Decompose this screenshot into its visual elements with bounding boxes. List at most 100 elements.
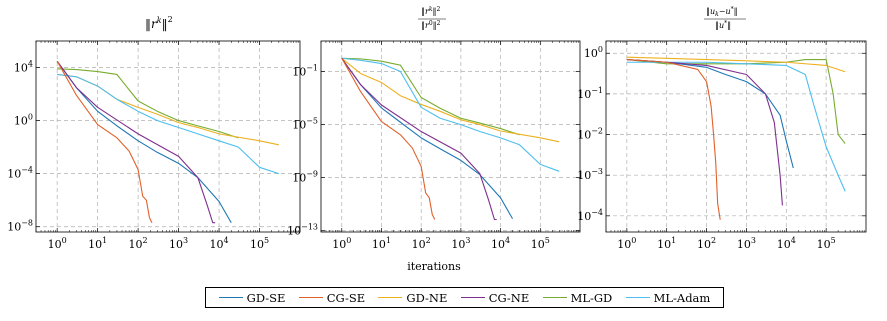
legend-swatch <box>542 297 567 298</box>
y-tick-label: 10−4 <box>7 166 33 181</box>
svg-text:‖u*‖: ‖u*‖ <box>715 20 731 30</box>
legend-swatch <box>625 297 650 298</box>
y-tick-label: 10−3 <box>577 167 603 182</box>
legend-item-ml-gd: ML-GD <box>542 290 613 305</box>
series-line-cg-ne <box>341 57 497 221</box>
legend-label: CG-NE <box>488 290 530 305</box>
title-3-den-star: * <box>724 20 727 27</box>
series-line-cg-se <box>56 60 153 223</box>
legend-swatch <box>378 297 403 298</box>
legend-item-gd-ne: GD-NE <box>378 291 447 305</box>
legend-item-ml-adam: ML-Adam <box>625 290 711 305</box>
y-tick-label: 10−5 <box>292 117 318 132</box>
x-tick-label: 104 <box>210 236 229 251</box>
title-3-num-text: u <box>710 7 715 16</box>
series-group <box>626 56 846 220</box>
svg-text:‖rk‖2: ‖rk‖2 <box>421 6 440 16</box>
title-2-num-sup: k <box>429 6 433 13</box>
series-group <box>341 57 560 221</box>
x-tick-label: 102 <box>412 236 431 251</box>
legend-item-gd-se: GD-SE <box>218 290 286 305</box>
legend-item-cg-se: CG-SE <box>298 290 366 305</box>
series-line-gd-se <box>56 60 232 224</box>
x-tick-label: 100 <box>48 236 67 251</box>
title-2-num-power: 2 <box>436 6 440 13</box>
title-3-num-sub: k <box>715 11 719 18</box>
x-tick-label: 104 <box>491 236 510 251</box>
x-tick-label: 100 <box>332 236 351 251</box>
legend-swatch <box>218 297 243 298</box>
legend-item-cg-ne: CG-NE <box>460 290 530 305</box>
legend-label: ML-GD <box>570 290 613 305</box>
y-tick-label: 10−2 <box>577 127 603 142</box>
title-1-bar-right: ‖ <box>162 17 168 31</box>
legend-label: ML-Adam <box>653 290 711 305</box>
plot-area <box>606 41 866 232</box>
panel-1-title: ‖rk‖2 <box>145 15 173 31</box>
x-axis-label: iterations <box>407 260 461 273</box>
series-line-cg-ne <box>56 60 216 224</box>
x-tick-label: 103 <box>169 236 188 251</box>
svg-text:‖rk‖2: ‖rk‖2 <box>145 15 173 31</box>
legend: GD-SE CG-SE GD-NE CG-NE ML-GD ML-Adam <box>205 287 724 308</box>
y-tick-label: 10−1 <box>292 64 318 79</box>
y-tick-label: 10−1 <box>577 86 603 101</box>
title-2-den-sup: 0 <box>429 20 433 27</box>
panel-2-title: ‖rk‖2 ‖r0‖2 <box>418 6 446 30</box>
svg-text:‖uk−u*‖: ‖uk−u*‖ <box>706 6 738 18</box>
y-tick-label: 10−8 <box>7 219 33 234</box>
panel-residual: 100 101 102 103 104 105 10−8 10−4 100 104 <box>7 40 301 251</box>
legend-swatch <box>460 297 485 298</box>
x-tick-label: 101 <box>88 236 107 251</box>
series-line-ml-gd <box>57 68 239 139</box>
series-group <box>56 60 280 224</box>
y-tick-label: 10−9 <box>292 170 318 185</box>
series-line-gd-se <box>626 58 794 169</box>
title-2-den-main: r <box>425 21 430 30</box>
svg-text:‖r0‖2: ‖r0‖2 <box>421 20 441 30</box>
plot-frame <box>320 40 581 233</box>
series-line-ml-adam <box>626 61 846 192</box>
x-tick-label: 103 <box>737 236 756 251</box>
legend-label: GD-SE <box>246 290 286 305</box>
x-tick-label: 100 <box>617 236 636 251</box>
plot-frame <box>35 40 301 233</box>
x-tick-label: 105 <box>817 236 836 251</box>
series-line-ml-gd <box>341 57 520 136</box>
y-tick-label: 104 <box>14 60 33 75</box>
x-tick-label: 105 <box>250 236 269 251</box>
series-line-gd-ne <box>341 57 560 143</box>
series-line-gd-se <box>341 57 514 220</box>
title-3-den-text: u <box>719 21 724 30</box>
panel-relative-residual: 100 101 102 103 104 105 10−13 10−9 10−5 10−1 <box>287 40 581 251</box>
series-line-cg-se <box>341 57 436 220</box>
plot-area <box>36 41 300 232</box>
y-tick-label: 10−13 <box>287 223 318 238</box>
series-line-ml-adam <box>57 73 280 175</box>
y-tick-label: 10−4 <box>577 208 603 223</box>
panel-relative-error: 100 101 102 103 104 105 10−4 10−3 10−2 10−1 100 <box>577 40 867 251</box>
x-tick-label: 101 <box>657 236 676 251</box>
x-tick-label: 105 <box>531 236 550 251</box>
title-1-bar-left: ‖ <box>145 17 151 31</box>
title-1-power: 2 <box>168 15 173 24</box>
plot-area <box>321 41 580 232</box>
title-1-sup: k <box>157 16 162 25</box>
series-line-cg-ne <box>626 58 783 206</box>
series-line-ml-adam <box>341 57 560 172</box>
title-3-num-rest: −u <box>719 7 731 16</box>
legend-label: CG-SE <box>326 290 366 305</box>
x-tick-label: 102 <box>129 236 148 251</box>
panel-3-title: ‖uk−u*‖ ‖u*‖ <box>704 6 746 30</box>
series-line-cg-se <box>626 58 721 220</box>
title-3-num-star: * <box>731 6 734 13</box>
title-2-den-power: 2 <box>437 20 441 27</box>
series-line-gd-ne <box>626 56 846 73</box>
x-tick-label: 102 <box>697 236 716 251</box>
legend-swatch <box>298 297 323 298</box>
x-tick-label: 101 <box>372 236 391 251</box>
plot-frame <box>605 40 867 233</box>
title-1-main: r <box>151 17 158 31</box>
title-2-num-main: r <box>425 7 430 16</box>
